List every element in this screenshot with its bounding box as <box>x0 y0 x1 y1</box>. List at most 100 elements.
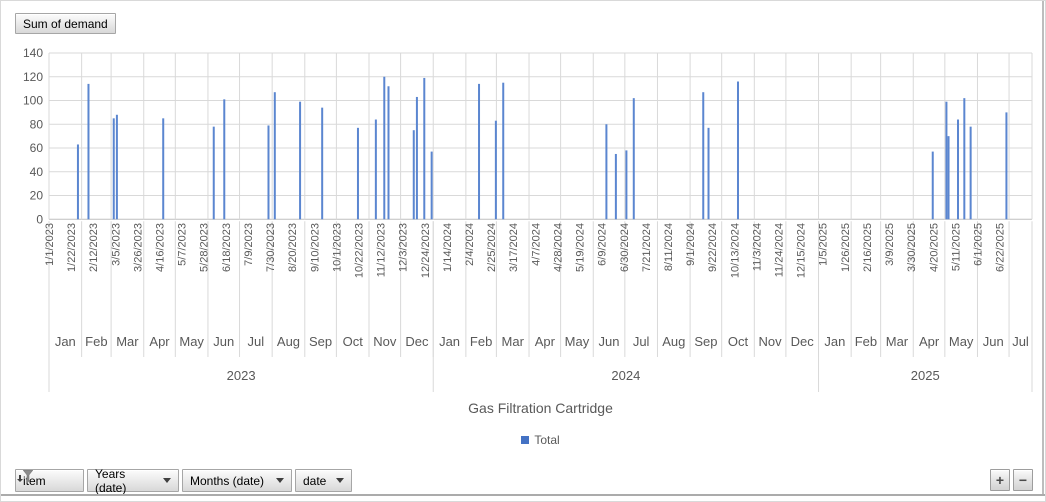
bar <box>632 98 635 220</box>
field-button-date-label: date <box>303 473 327 488</box>
month-label: Apr <box>535 334 556 349</box>
x-axis-tick-label: 12/15/2024 <box>796 223 808 278</box>
bar <box>625 150 628 220</box>
bar <box>957 119 960 220</box>
month-label: Sep <box>694 334 717 349</box>
bar <box>383 76 386 220</box>
x-axis-tick-label: 1/26/2025 <box>840 223 852 272</box>
x-axis-tick-label: 6/18/2023 <box>221 223 233 272</box>
x-axis-tick-label: 9/1/2024 <box>685 223 697 266</box>
y-axis-tick-label: 0 <box>36 212 43 226</box>
x-axis-tick-label: 7/21/2024 <box>641 223 653 272</box>
field-button-years[interactable]: Years (date) <box>87 466 179 495</box>
year-label: 2024 <box>611 368 640 383</box>
month-label: Jul <box>248 334 265 349</box>
x-axis-tick-label: 10/13/2024 <box>729 223 741 278</box>
bar <box>614 153 617 220</box>
x-axis-tick-label: 12/24/2023 <box>420 223 432 278</box>
x-axis-tick-label: 9/10/2023 <box>309 223 321 272</box>
x-axis-tick-label: 5/11/2025 <box>950 223 962 271</box>
bar <box>267 125 270 220</box>
collapse-field-button[interactable]: − <box>1013 469 1033 491</box>
x-axis-tick-label: 1/14/2024 <box>442 223 454 272</box>
x-axis-tick-label: 10/1/2023 <box>331 223 343 272</box>
month-label: Dec <box>405 334 429 349</box>
month-label: Jul <box>1012 334 1029 349</box>
field-button-years-label: Years (date) <box>95 466 127 495</box>
field-button-date[interactable]: date <box>295 469 352 492</box>
month-label: Oct <box>728 334 749 349</box>
x-axis-tick-label: 6/9/2024 <box>597 223 609 266</box>
bar <box>415 96 418 220</box>
bar <box>223 99 226 220</box>
x-axis-tick-label: 6/1/2025 <box>972 223 984 266</box>
chart-plot: 0 20 40 60 80 100 120 140 Jan Feb Mar Apr May Jun Jul A… <box>23 46 1033 392</box>
field-button-item[interactable]: item <box>15 469 84 492</box>
bar <box>1005 112 1008 220</box>
x-axis-tick-label: 3/30/2025 <box>906 223 918 272</box>
x-axis-tick-label: 4/7/2024 <box>530 223 542 266</box>
month-label: Dec <box>791 334 815 349</box>
y-axis-tick-label: 60 <box>30 141 44 155</box>
bar <box>115 114 118 220</box>
x-axis-tick-label: 11/12/2023 <box>376 223 388 277</box>
month-label: Jun <box>213 334 234 349</box>
bar <box>969 126 972 220</box>
month-label: Mar <box>502 334 525 349</box>
month-label: Jan <box>824 334 845 349</box>
month-label: May <box>565 334 590 349</box>
month-label: Feb <box>85 334 107 349</box>
x-axis-tick-label: 5/19/2024 <box>575 223 587 272</box>
bar <box>605 124 608 220</box>
bar <box>374 119 377 220</box>
y-axis-tick-label: 120 <box>23 70 43 84</box>
bar <box>707 127 710 220</box>
x-axis-tick-label: 2/12/2023 <box>88 223 100 272</box>
y-axis-tick-label: 140 <box>23 46 43 60</box>
x-axis-tick-label: 8/11/2024 <box>663 223 675 271</box>
month-label: Nov <box>759 334 783 349</box>
x-axis-tick-label: 3/26/2023 <box>132 223 144 272</box>
month-label: Mar <box>886 334 909 349</box>
x-axis-tick-label: 1/1/2023 <box>44 223 56 266</box>
bar <box>947 136 950 220</box>
x-axis-tick-label: 3/9/2025 <box>884 223 896 266</box>
x-axis-tick-label: 2/4/2024 <box>464 223 476 266</box>
bar <box>423 77 426 220</box>
bar <box>356 127 359 220</box>
month-label: Feb <box>470 334 492 349</box>
x-axis-tick-label: 3/5/2023 <box>110 223 122 266</box>
legend: Total <box>49 433 1032 447</box>
x-axis-tick-label: 1/22/2023 <box>66 223 78 272</box>
bar <box>273 92 276 220</box>
x-axis-tick-label: 7/30/2023 <box>265 223 277 272</box>
bar <box>702 92 705 220</box>
value-field-button[interactable]: Sum of demand <box>15 13 116 34</box>
month-label: Jun <box>599 334 620 349</box>
expand-field-button[interactable]: + <box>990 469 1010 491</box>
chevron-down-icon <box>336 478 344 483</box>
y-axis-tick-label: 20 <box>30 189 44 203</box>
month-label: Sep <box>309 334 332 349</box>
x-axis-tick-label: 12/3/2023 <box>398 223 410 272</box>
field-button-months[interactable]: Months (date) <box>182 469 292 492</box>
x-axis-tick-label: 3/17/2024 <box>508 223 520 272</box>
bar <box>212 126 215 220</box>
month-label: Jan <box>439 334 460 349</box>
bar <box>478 83 481 220</box>
y-axis-tick-label: 80 <box>30 117 44 131</box>
month-label: Jan <box>55 334 76 349</box>
month-label: May <box>179 334 204 349</box>
bar <box>87 83 90 220</box>
bar <box>76 144 79 220</box>
x-axis-tick-label: 2/16/2025 <box>862 223 874 272</box>
x-axis-tick-label: 2/25/2024 <box>486 223 498 272</box>
bar <box>112 118 115 220</box>
bar <box>494 120 497 220</box>
x-axis-tick-label: 8/20/2023 <box>287 223 299 272</box>
bar <box>502 82 505 220</box>
field-button-months-label: Months (date) <box>190 473 265 488</box>
month-label: Aug <box>662 334 685 349</box>
bar <box>430 151 433 220</box>
